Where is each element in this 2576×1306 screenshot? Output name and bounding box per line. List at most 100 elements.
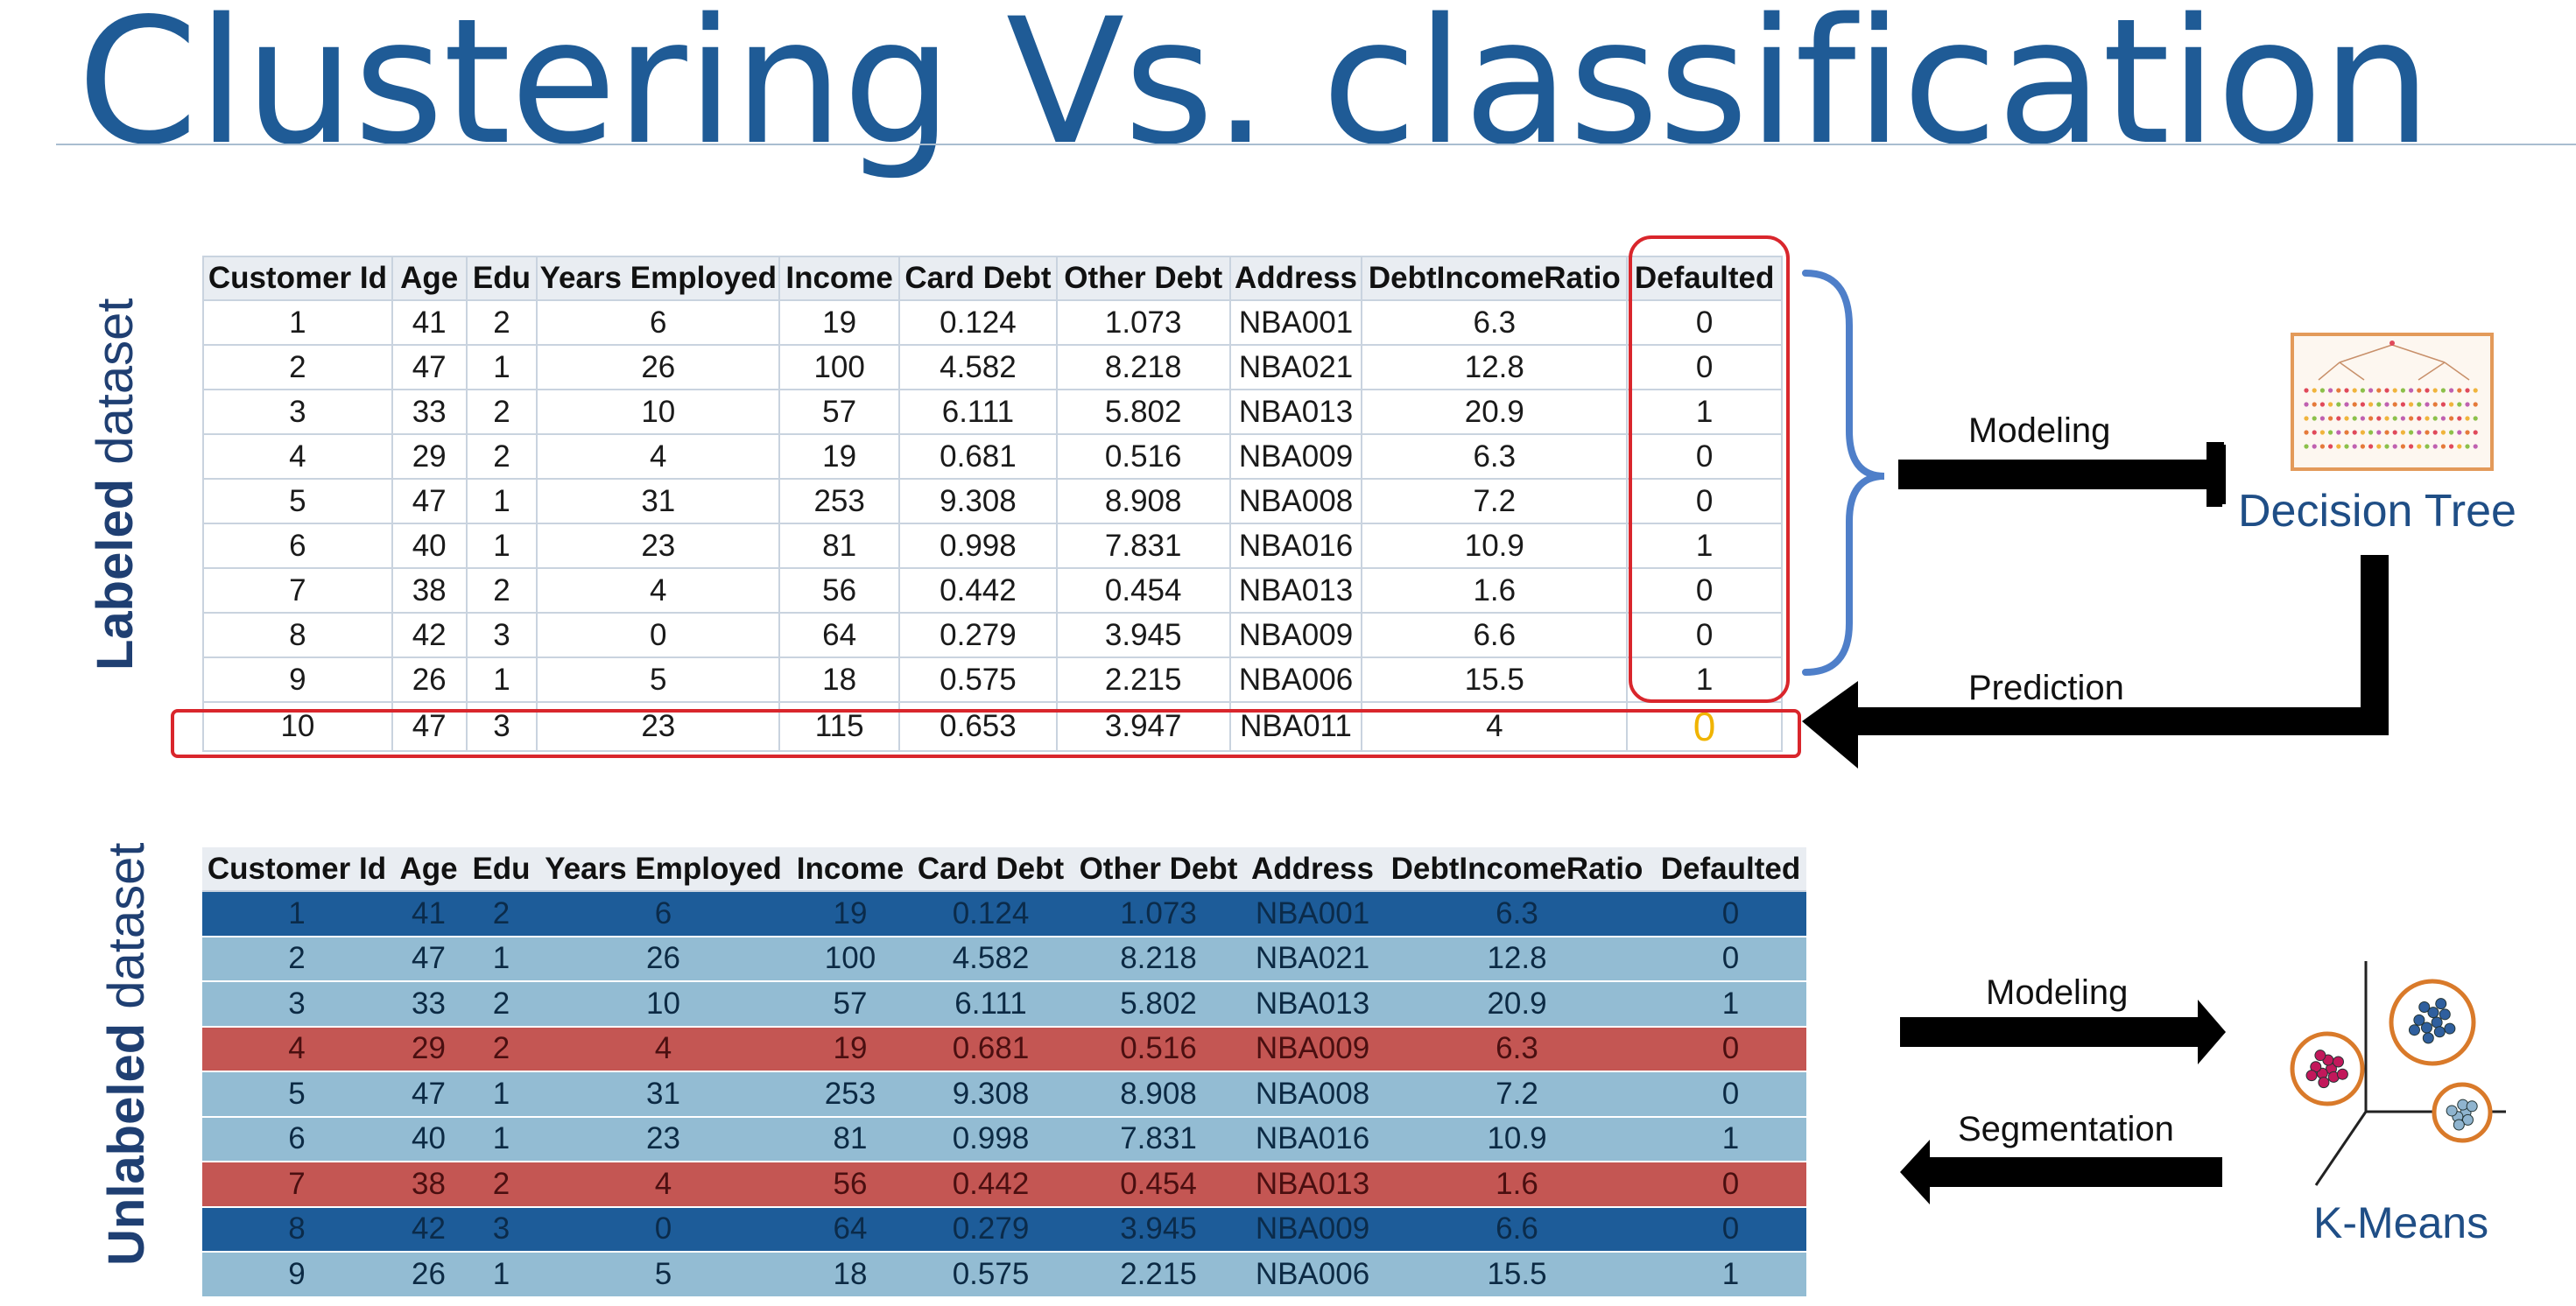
modeling-label-top: Modeling	[1968, 411, 2111, 450]
labeled-rows-brace	[1802, 270, 1885, 676]
column-header: Address	[1228, 256, 1363, 301]
tree-node	[2384, 402, 2389, 407]
column-header: DebtIncomeRatio	[1379, 847, 1655, 892]
tree-node	[2392, 444, 2397, 449]
table-cell: 3	[465, 612, 538, 658]
table-cell: NBA021	[1246, 936, 1379, 982]
table-cell: 7.831	[1071, 1116, 1246, 1162]
tree-node	[2352, 416, 2357, 421]
cluster-point	[2457, 1099, 2469, 1111]
column-header: Years Employed	[536, 256, 781, 301]
cluster-point	[2336, 1068, 2348, 1080]
table-cell: 3	[202, 389, 393, 435]
table-cell: 5.802	[1055, 389, 1231, 435]
tree-node	[2368, 402, 2374, 407]
table-cell: 1	[466, 936, 537, 982]
tree-node	[2425, 388, 2430, 393]
table-cell: 1	[1626, 657, 1783, 703]
table-cell: 6.3	[1361, 433, 1629, 480]
title-divider	[56, 144, 2576, 145]
table-cell: 10.9	[1379, 1116, 1655, 1162]
cluster-point	[2461, 1113, 2474, 1126]
table-cell: 5	[537, 1252, 790, 1298]
table-cell: 3.945	[1071, 1206, 1246, 1253]
tree-node	[2449, 430, 2454, 435]
tree-node	[2360, 416, 2365, 421]
table-cell: 2	[202, 344, 393, 390]
tree-node	[2376, 444, 2382, 449]
cluster-point	[2466, 1100, 2478, 1113]
table-cell: 12.8	[1361, 344, 1629, 390]
table-cell: 5	[202, 478, 393, 524]
column-header: Other Debt	[1055, 256, 1231, 301]
kmeans-label: K-Means	[2313, 1198, 2489, 1247]
tree-node	[2400, 444, 2405, 449]
tree-node	[2376, 416, 2382, 421]
tree-node	[2457, 388, 2462, 393]
unlabeled-rows: 1 41 2 6 19 0.124 1.073 NBA001 6.3 0 2 47 1 26 100 4.58…	[202, 891, 1806, 1298]
table-cell: 2	[465, 389, 538, 435]
tree-node	[2465, 430, 2470, 435]
column-header: Card Debt	[898, 256, 1058, 301]
table-cell: NBA013	[1228, 567, 1363, 614]
tree-node	[2432, 430, 2438, 435]
table-cell: 8	[202, 1206, 391, 1253]
cluster-point	[2327, 1071, 2340, 1083]
table-cell: 1	[466, 1252, 537, 1298]
table-cell: NBA006	[1246, 1252, 1379, 1298]
tree-node	[2319, 430, 2325, 435]
tree-node	[2409, 416, 2414, 421]
labeled-dataset-label: Labeled dataset	[86, 298, 145, 671]
tree-node	[2409, 430, 2414, 435]
tree-node	[2384, 388, 2389, 393]
table-cell: 1	[1655, 981, 1806, 1028]
tree-node	[2360, 388, 2365, 393]
tree-node	[2449, 402, 2454, 407]
table-cell: 3.947	[1055, 701, 1231, 752]
table-cell: 0.516	[1055, 433, 1231, 480]
table-cell: 38	[391, 567, 468, 614]
tree-node	[2368, 430, 2374, 435]
tree-node	[2457, 444, 2462, 449]
table-cell: 4	[536, 567, 781, 614]
tree-node	[2376, 430, 2382, 435]
cluster-point	[2305, 1070, 2318, 1082]
tree-node	[2432, 444, 2438, 449]
table-cell: 1	[1626, 523, 1783, 569]
table-cell: NBA008	[1228, 478, 1363, 524]
tree-node	[2336, 416, 2341, 421]
table-cell: 29	[391, 433, 468, 480]
table-cell: 5	[536, 657, 781, 703]
table-row: 2 47 1 26 100 4.582 8.218 NBA021 12.8 0	[202, 936, 1806, 982]
tree-node	[2440, 416, 2446, 421]
tree-node	[2417, 430, 2422, 435]
tree-node	[2360, 444, 2365, 449]
table-cell: 0	[536, 612, 781, 658]
table-cell: 29	[391, 1026, 466, 1072]
tree-node	[2457, 416, 2462, 421]
tree-node	[2449, 416, 2454, 421]
column-header: Defaulted	[1626, 256, 1783, 301]
table-cell: 6.6	[1361, 612, 1629, 658]
table-cell: 2	[466, 981, 537, 1028]
table-cell: 1	[466, 1116, 537, 1162]
column-header: Edu	[466, 847, 537, 892]
table-cell: 40	[391, 1116, 466, 1162]
unlabeled-dataset-label-rest: dataset	[98, 842, 155, 1023]
tree-node	[2352, 430, 2357, 435]
table-cell: 0	[1626, 433, 1783, 480]
tree-node	[2312, 444, 2317, 449]
tree-node	[2312, 402, 2317, 407]
tree-node	[2432, 402, 2438, 407]
tree-node	[2457, 430, 2462, 435]
table-cell: 0.454	[1055, 567, 1231, 614]
tree-node	[2319, 444, 2325, 449]
table-cell: 253	[790, 1071, 911, 1118]
table-cell: 23	[537, 1116, 790, 1162]
cluster-point	[2431, 1016, 2443, 1029]
decision-tree-label: Decision Tree	[2238, 486, 2516, 537]
tree-node	[2352, 402, 2357, 407]
table-cell: 42	[391, 1206, 466, 1253]
table-cell: 253	[778, 478, 901, 524]
table-cell: 41	[391, 891, 466, 937]
